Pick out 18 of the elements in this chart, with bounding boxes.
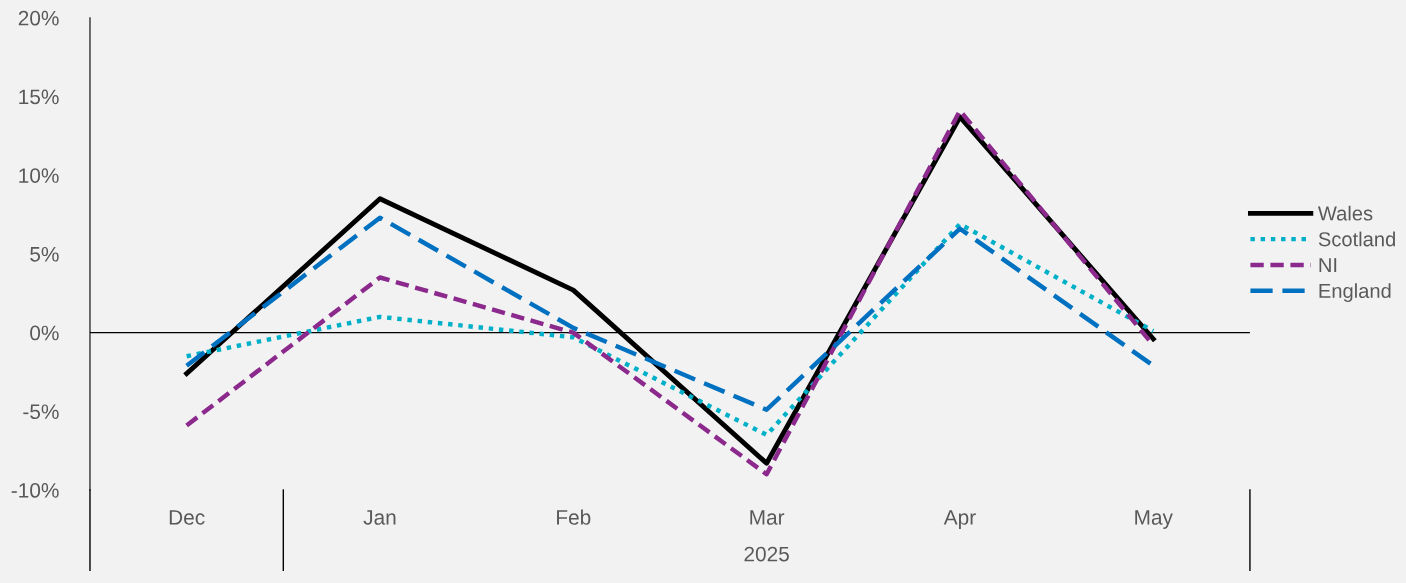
y-tick-label: 15% <box>19 89 59 105</box>
x-tick-label: May <box>1135 510 1173 529</box>
legend-label: England <box>1319 283 1391 303</box>
legend-label: Wales <box>1317 205 1373 221</box>
x-tick-label: Mar <box>750 510 785 525</box>
y-tick-label: -5% <box>23 404 59 420</box>
y-tick-label: 20% <box>18 10 59 26</box>
y-tick-label: 5% <box>30 246 59 262</box>
legend-label: NI <box>1319 258 1337 273</box>
x-tick-label: Jan <box>363 510 396 525</box>
x-tick-label: Dec <box>169 510 205 525</box>
y-tick-label: 10% <box>19 168 59 183</box>
text: 2025 <box>744 546 789 562</box>
y-tick-label: -10% <box>11 483 59 498</box>
legend-label: Scotland <box>1318 231 1395 247</box>
x-tick-label: Apr <box>943 510 976 529</box>
x-tick-label: Feb <box>557 509 591 525</box>
y-tick-label: 0% <box>30 325 59 341</box>
